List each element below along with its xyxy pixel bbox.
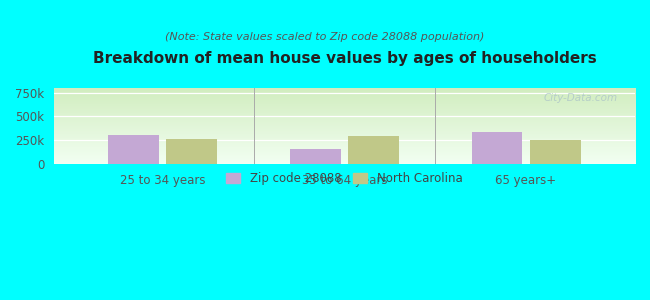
Bar <box>348 136 399 164</box>
Text: (Note: State values scaled to Zip code 28088 population): (Note: State values scaled to Zip code 2… <box>165 32 485 41</box>
Legend: Zip code 28088, North Carolina: Zip code 28088, North Carolina <box>222 167 467 190</box>
Text: City-Data.com: City-Data.com <box>543 93 618 103</box>
Bar <box>166 139 217 164</box>
Title: Breakdown of mean house values by ages of householders: Breakdown of mean house values by ages o… <box>92 51 596 66</box>
Bar <box>471 132 523 164</box>
Bar <box>290 149 341 164</box>
Bar <box>109 135 159 164</box>
Bar <box>530 140 580 164</box>
